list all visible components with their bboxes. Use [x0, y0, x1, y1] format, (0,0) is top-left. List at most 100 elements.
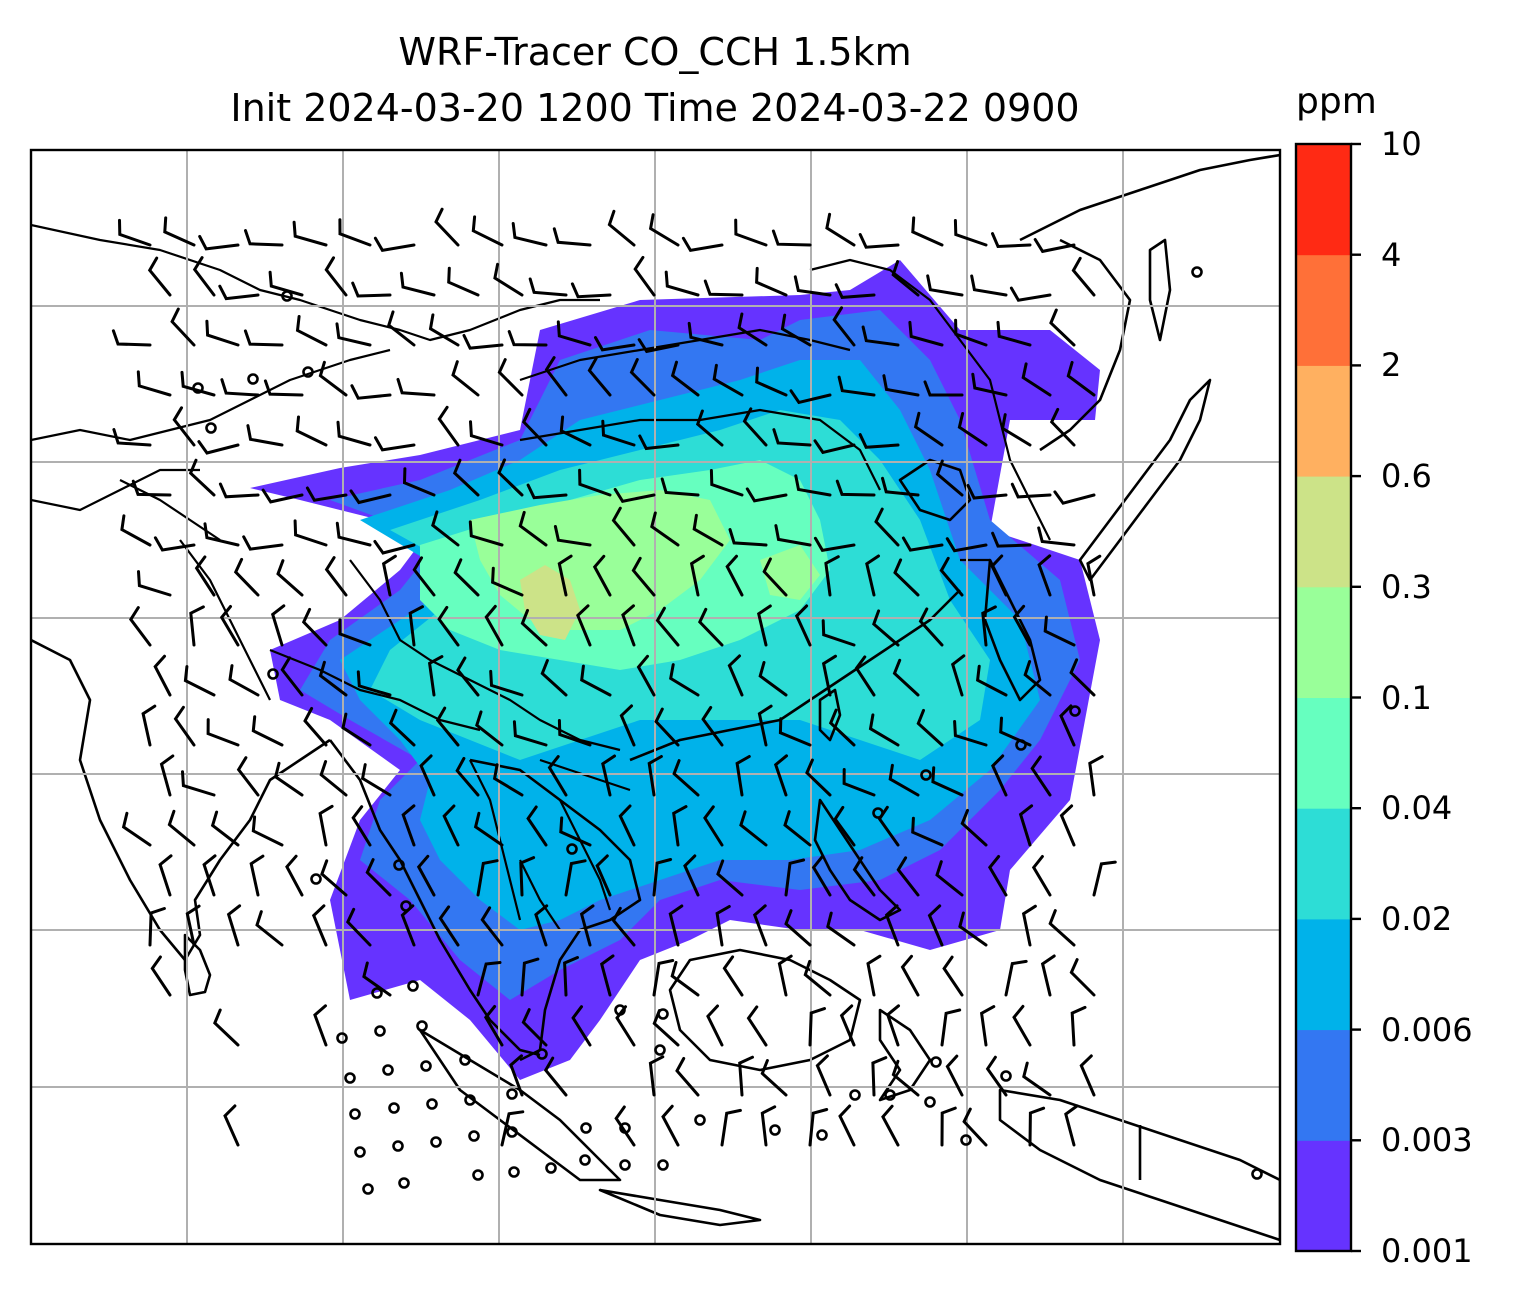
wind-barb — [324, 256, 348, 297]
wind-barb — [638, 434, 680, 451]
wind-barb — [979, 1005, 996, 1047]
wind-barb — [388, 708, 416, 747]
wind-barb — [734, 218, 768, 247]
calm-wind-circle — [464, 1094, 476, 1106]
coastline-borneo — [668, 948, 862, 1072]
wind-barb — [945, 537, 988, 553]
wind-barb — [244, 229, 284, 247]
wind-barb — [835, 479, 876, 497]
wind-barb — [313, 1004, 328, 1047]
wind-barb — [251, 815, 284, 847]
wind-barb — [522, 407, 548, 447]
colorbar-segment — [1296, 254, 1351, 366]
border-russia-kazakhstan — [31, 223, 600, 342]
wind-barb — [434, 207, 460, 247]
wind-barb — [236, 756, 260, 797]
calm-wind-circle — [1251, 1168, 1263, 1180]
wind-barb — [832, 306, 856, 347]
wind-barb — [957, 412, 988, 447]
wind-barb — [752, 904, 768, 947]
wind-barb — [828, 708, 856, 747]
wind-barb — [1048, 909, 1076, 947]
wind-barb — [1071, 256, 1096, 297]
wind-barb — [996, 320, 1032, 347]
calm-wind-circle — [657, 1008, 669, 1020]
wind-barb — [442, 804, 460, 847]
wind-barb — [273, 761, 304, 797]
wind-barb — [295, 415, 328, 447]
wind-barb — [1049, 407, 1076, 447]
wind-barb — [888, 763, 920, 797]
calm-wind-circle — [508, 1166, 520, 1178]
calm-wind-circle — [382, 1064, 394, 1076]
wind-barb — [194, 555, 216, 597]
wind-barb — [757, 704, 773, 747]
wind-barb — [1030, 755, 1052, 797]
wind-barb — [305, 486, 348, 502]
wind-barb — [683, 854, 700, 897]
wind-barb — [520, 608, 548, 647]
wind-barb — [412, 556, 436, 597]
wind-barb — [396, 377, 436, 397]
wind-barb — [468, 520, 504, 547]
calm-wind-circle — [1191, 266, 1203, 278]
wind-barb — [556, 320, 592, 347]
wind-barb — [615, 1005, 636, 1047]
calm-wind-circle — [619, 1122, 631, 1134]
wind-barb — [966, 484, 1008, 500]
wind-barb — [336, 420, 372, 447]
wind-barb — [251, 715, 284, 747]
coastline-new-guinea — [998, 1088, 1280, 1242]
wind-barb — [512, 720, 548, 747]
wind-barb — [595, 854, 612, 897]
wind-barb — [913, 411, 944, 447]
wind-barb — [1000, 413, 1032, 447]
wind-barb — [483, 1005, 504, 1047]
wind-barb — [173, 705, 196, 747]
wind-barb — [338, 618, 372, 647]
wind-barb — [837, 375, 876, 397]
wind-barb — [813, 439, 856, 455]
wind-barb — [813, 536, 856, 552]
colorbar-segment — [1296, 476, 1351, 588]
wind-barb — [528, 277, 568, 297]
map-gridlines — [31, 150, 1280, 1244]
wind-barb — [408, 605, 424, 647]
wind-barb — [492, 763, 524, 797]
wind-barb — [872, 609, 900, 647]
calm-wind-circle — [400, 900, 412, 912]
wind-barb — [672, 805, 688, 847]
wind-barb — [431, 510, 460, 547]
border-kazakhstan-south — [31, 348, 391, 442]
wind-barb — [619, 704, 636, 747]
wind-barb — [611, 506, 636, 547]
wind-barb — [419, 754, 436, 797]
wind-barb — [808, 1108, 829, 1147]
wind-barb — [374, 436, 416, 452]
wind-barb — [188, 458, 216, 497]
wind-barb — [866, 954, 882, 997]
calm-wind-circle — [1015, 739, 1027, 751]
wind-barb — [350, 384, 392, 400]
wind-barb — [738, 1055, 754, 1097]
calm-wind-circle — [1000, 1070, 1012, 1082]
wind-barb — [356, 670, 392, 697]
wind-barb — [839, 1004, 856, 1047]
wind-barb — [557, 554, 573, 597]
colorbar-tick-label: 0.001 — [1381, 1232, 1473, 1270]
wind-barb — [469, 420, 504, 447]
border-china-west — [349, 559, 621, 752]
wind-barb — [1004, 959, 1028, 997]
wind-barb — [213, 1008, 240, 1047]
wind-barb — [884, 904, 900, 947]
wind-barb — [1022, 1061, 1052, 1097]
wind-barb — [1064, 1104, 1079, 1147]
wind-barb — [437, 405, 460, 447]
wind-barb — [319, 760, 348, 797]
wind-barb — [742, 407, 768, 447]
wind-barb — [497, 458, 524, 497]
colorbar-tick-label: 0.003 — [1381, 1121, 1473, 1160]
wind-barb — [803, 959, 832, 997]
wind-barb — [660, 477, 700, 497]
